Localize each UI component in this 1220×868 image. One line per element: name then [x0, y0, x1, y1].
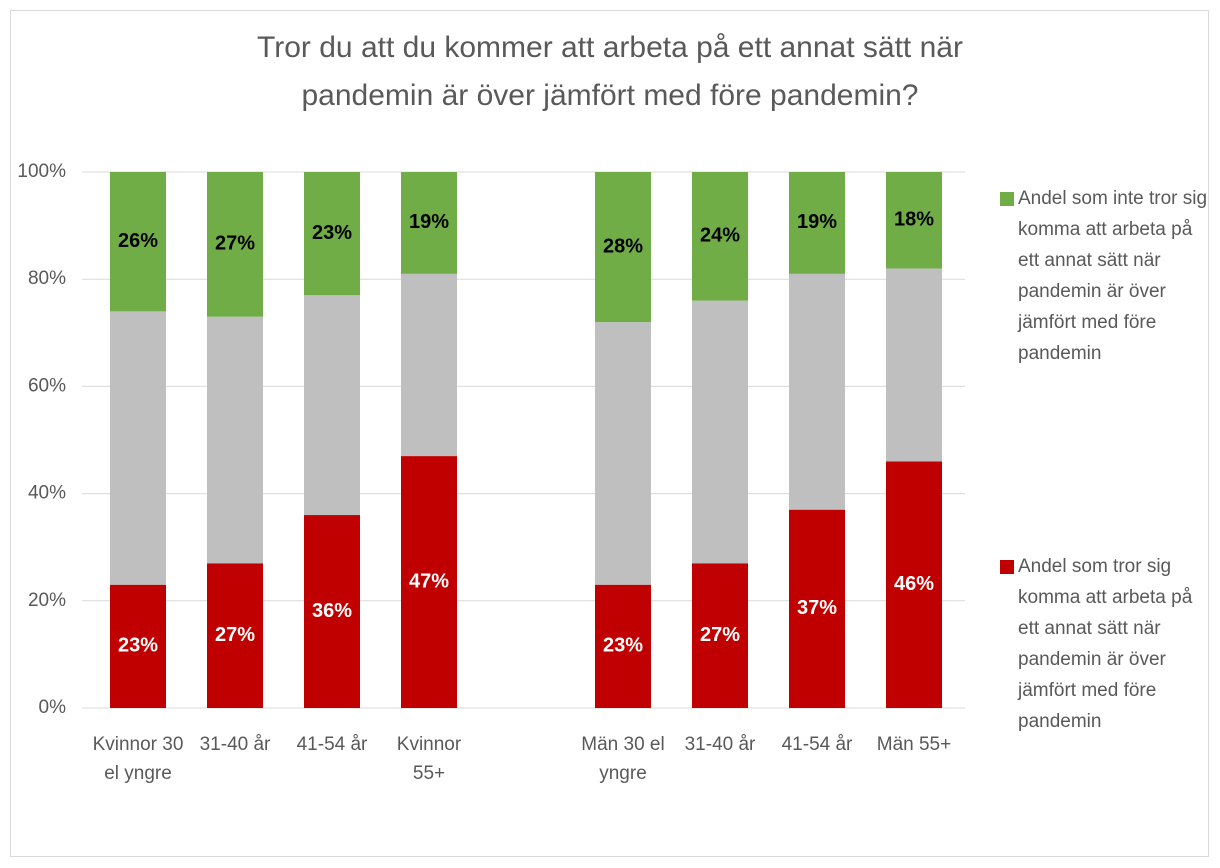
data-label: 19%	[409, 211, 449, 233]
x-tick-label: Kvinnor 30 el yngre	[92, 734, 184, 784]
x-tick-label: Män 55+	[876, 734, 952, 755]
data-label: 28%	[603, 235, 643, 257]
x-tick-label: 41-54 år	[296, 734, 368, 755]
bar-segment	[886, 172, 942, 269]
data-label: 19%	[797, 211, 837, 233]
bar-segment	[595, 584, 651, 708]
bar-segment	[692, 563, 748, 708]
bar-segment	[886, 461, 942, 708]
y-tick-label: 80%	[28, 268, 66, 289]
data-label: 23%	[118, 635, 158, 657]
data-label: 27%	[700, 624, 740, 646]
bar-segment	[692, 300, 748, 564]
data-label: 24%	[700, 225, 740, 247]
data-label: 27%	[215, 233, 255, 255]
legend-label: Andel som inte tror sig komma att arbeta…	[1018, 188, 1208, 364]
data-label: 37%	[797, 597, 837, 619]
data-label: 26%	[118, 230, 158, 252]
data-label: 27%	[215, 624, 255, 646]
bar-segment	[595, 322, 651, 585]
bar-segment	[692, 172, 748, 301]
bar-segment	[207, 316, 263, 564]
bar-segment	[304, 295, 360, 516]
x-tick-label: 41-54 år	[781, 734, 853, 755]
bar-segment	[110, 311, 166, 585]
bar-segment	[789, 172, 845, 274]
data-label: 47%	[409, 570, 449, 592]
bar-segment	[304, 172, 360, 296]
x-tick-label: Män 30 el yngre	[581, 734, 665, 784]
bar-segment	[886, 268, 942, 462]
bar-segment	[110, 172, 166, 312]
legend-label: Andel som tror sig komma att arbeta på e…	[1018, 556, 1193, 732]
y-tick-label: 60%	[28, 375, 66, 396]
data-label: 36%	[312, 600, 352, 622]
bar-segment	[401, 456, 457, 708]
y-tick-label: 100%	[17, 161, 66, 182]
bar-segment	[304, 515, 360, 708]
y-tick-label: 0%	[39, 697, 67, 718]
legend-swatch	[1000, 192, 1014, 206]
bar-segment	[789, 273, 845, 510]
data-label: 46%	[894, 573, 934, 595]
bar-segment	[207, 172, 263, 317]
y-tick-label: 20%	[28, 590, 66, 611]
chart-frame	[10, 10, 1209, 857]
x-tick-label: 31-40 år	[199, 734, 271, 755]
bar-segment	[595, 172, 651, 323]
data-label: 18%	[894, 209, 934, 231]
chart-title: Tror du att du kommer att arbeta på ett …	[257, 31, 963, 112]
x-tick-label: 31-40 år	[684, 734, 756, 755]
data-label: 23%	[603, 635, 643, 657]
bar-segment	[110, 584, 166, 708]
bar-segment	[401, 172, 457, 274]
bar-segment	[789, 509, 845, 708]
x-tick-label: Kvinnor 55+	[396, 734, 462, 784]
y-tick-label: 40%	[28, 483, 66, 504]
bar-segment	[207, 563, 263, 708]
data-label: 23%	[312, 222, 352, 244]
legend-swatch	[1000, 560, 1014, 574]
bar-segment	[401, 273, 457, 457]
